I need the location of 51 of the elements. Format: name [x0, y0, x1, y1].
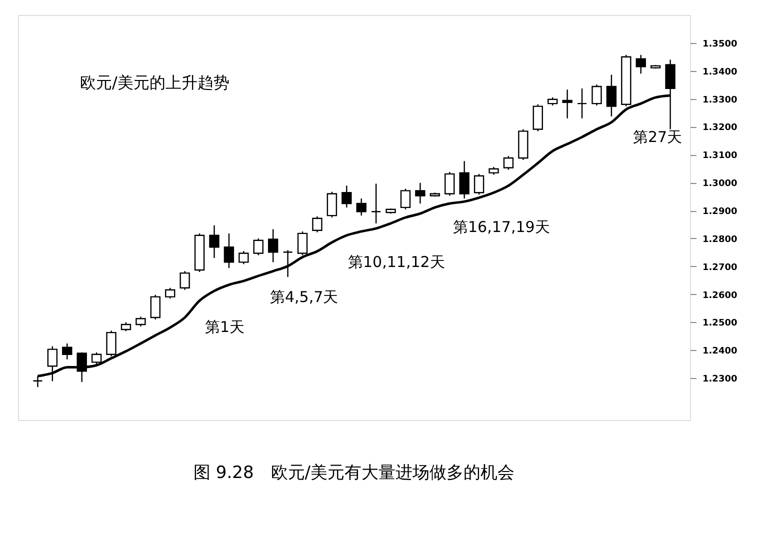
y-tick-label: 1.3000 — [702, 179, 738, 190]
candlestick — [592, 84, 602, 106]
y-tick-label: 1.2600 — [702, 290, 738, 301]
candlestick — [444, 171, 455, 196]
candlestick — [224, 232, 234, 269]
candlestick — [326, 191, 338, 218]
y-tick-label: 1.2300 — [702, 374, 738, 385]
annotation: 第27天 — [633, 128, 682, 146]
annotation: 第4,5,7天 — [270, 288, 338, 306]
text: 图 9.28 欧元/美元有大量进场做多的机会 — [194, 463, 514, 483]
annotation: 第1天 — [205, 318, 245, 336]
candlestick — [268, 228, 278, 263]
candlestick — [209, 224, 220, 259]
candlestick — [150, 294, 160, 320]
y-tick-label: 1.2500 — [702, 318, 738, 329]
y-tick-label: 1.2400 — [702, 346, 738, 357]
y-tick-label: 1.3500 — [702, 39, 738, 50]
candlestick — [474, 173, 484, 196]
candlestick — [297, 230, 308, 256]
annotation: 第10,11,12天 — [348, 253, 445, 271]
candlestick — [532, 104, 543, 132]
candlestick — [356, 198, 366, 216]
candlestick — [606, 74, 617, 117]
y-tick-label: 1.2900 — [702, 207, 738, 218]
candlestick — [415, 182, 426, 204]
candlestick — [576, 88, 588, 119]
candlestick — [636, 54, 646, 74]
y-tick-label: 1.3300 — [702, 95, 738, 106]
candlestick — [62, 342, 72, 360]
candlestick — [91, 352, 102, 365]
y-tick-label: 1.3200 — [702, 123, 738, 134]
candlestick — [136, 316, 146, 328]
y-tick-label: 1.2700 — [702, 262, 738, 273]
candlestick — [282, 250, 293, 278]
candlestick — [180, 270, 190, 290]
candlestick — [165, 287, 176, 300]
candlestick — [503, 155, 514, 170]
annotation: 欧元/美元的上升趋势 — [80, 73, 230, 92]
candlestick — [312, 216, 322, 233]
y-tick-label: 1.3100 — [702, 151, 738, 162]
y-tick-label: 1.2800 — [702, 234, 738, 245]
candlestick — [459, 160, 470, 200]
candlestick — [370, 183, 382, 224]
candlestick — [400, 188, 411, 210]
candlestick — [238, 250, 249, 265]
annotation: 第16,17,19天 — [453, 218, 550, 236]
candlestick — [253, 238, 264, 256]
candlestick — [106, 330, 116, 357]
candlestick — [562, 88, 572, 119]
candlestick — [342, 185, 352, 208]
y-tick-label: 1.3400 — [702, 67, 738, 78]
